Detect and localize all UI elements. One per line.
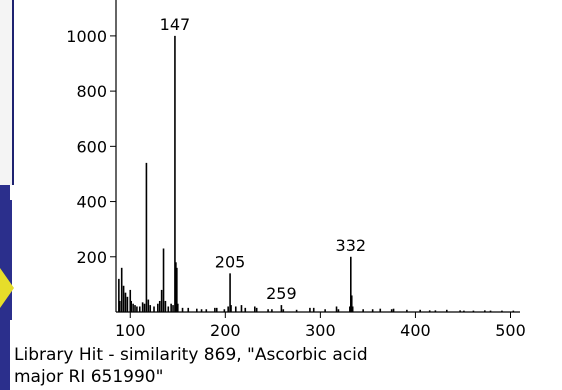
- library-hit-caption: Library Hit - similarity 869, "Ascorbic …: [14, 344, 554, 388]
- mass-spectrum-chart: 200 400 600 800 1000 100 200 300 400 500 147 205 25…: [66, 0, 526, 340]
- x-tick-label: 400: [400, 321, 431, 340]
- chart-axes: [110, 0, 520, 318]
- x-tick-label: 100: [115, 321, 146, 340]
- x-tick-label: 300: [305, 321, 336, 340]
- peak-label: 259: [266, 284, 297, 303]
- y-tick-label: 400: [76, 193, 107, 212]
- slide-left-panel: [0, 0, 14, 185]
- peak-label: 332: [336, 236, 367, 255]
- arrow-icon: [0, 268, 14, 308]
- y-tick-label: 600: [76, 137, 107, 156]
- tick-labels: 200 400 600 800 1000 100 200 300 400 500: [66, 27, 525, 340]
- x-tick-label: 500: [495, 321, 526, 340]
- y-tick-label: 1000: [66, 27, 107, 46]
- spectrum-peaks: [118, 35, 515, 312]
- peak-label: 147: [160, 15, 191, 34]
- y-tick-label: 200: [76, 248, 107, 267]
- slide-left-border: [0, 0, 10, 390]
- y-tick-label: 800: [76, 82, 107, 101]
- peak-label: 205: [215, 252, 246, 271]
- x-tick-label: 200: [210, 321, 241, 340]
- peak-annotations: 147 205 259 332: [160, 15, 366, 303]
- caption-line-2: major RI 651990": [14, 367, 164, 387]
- caption-line-1: Library Hit - similarity 869, "Ascorbic …: [14, 345, 368, 365]
